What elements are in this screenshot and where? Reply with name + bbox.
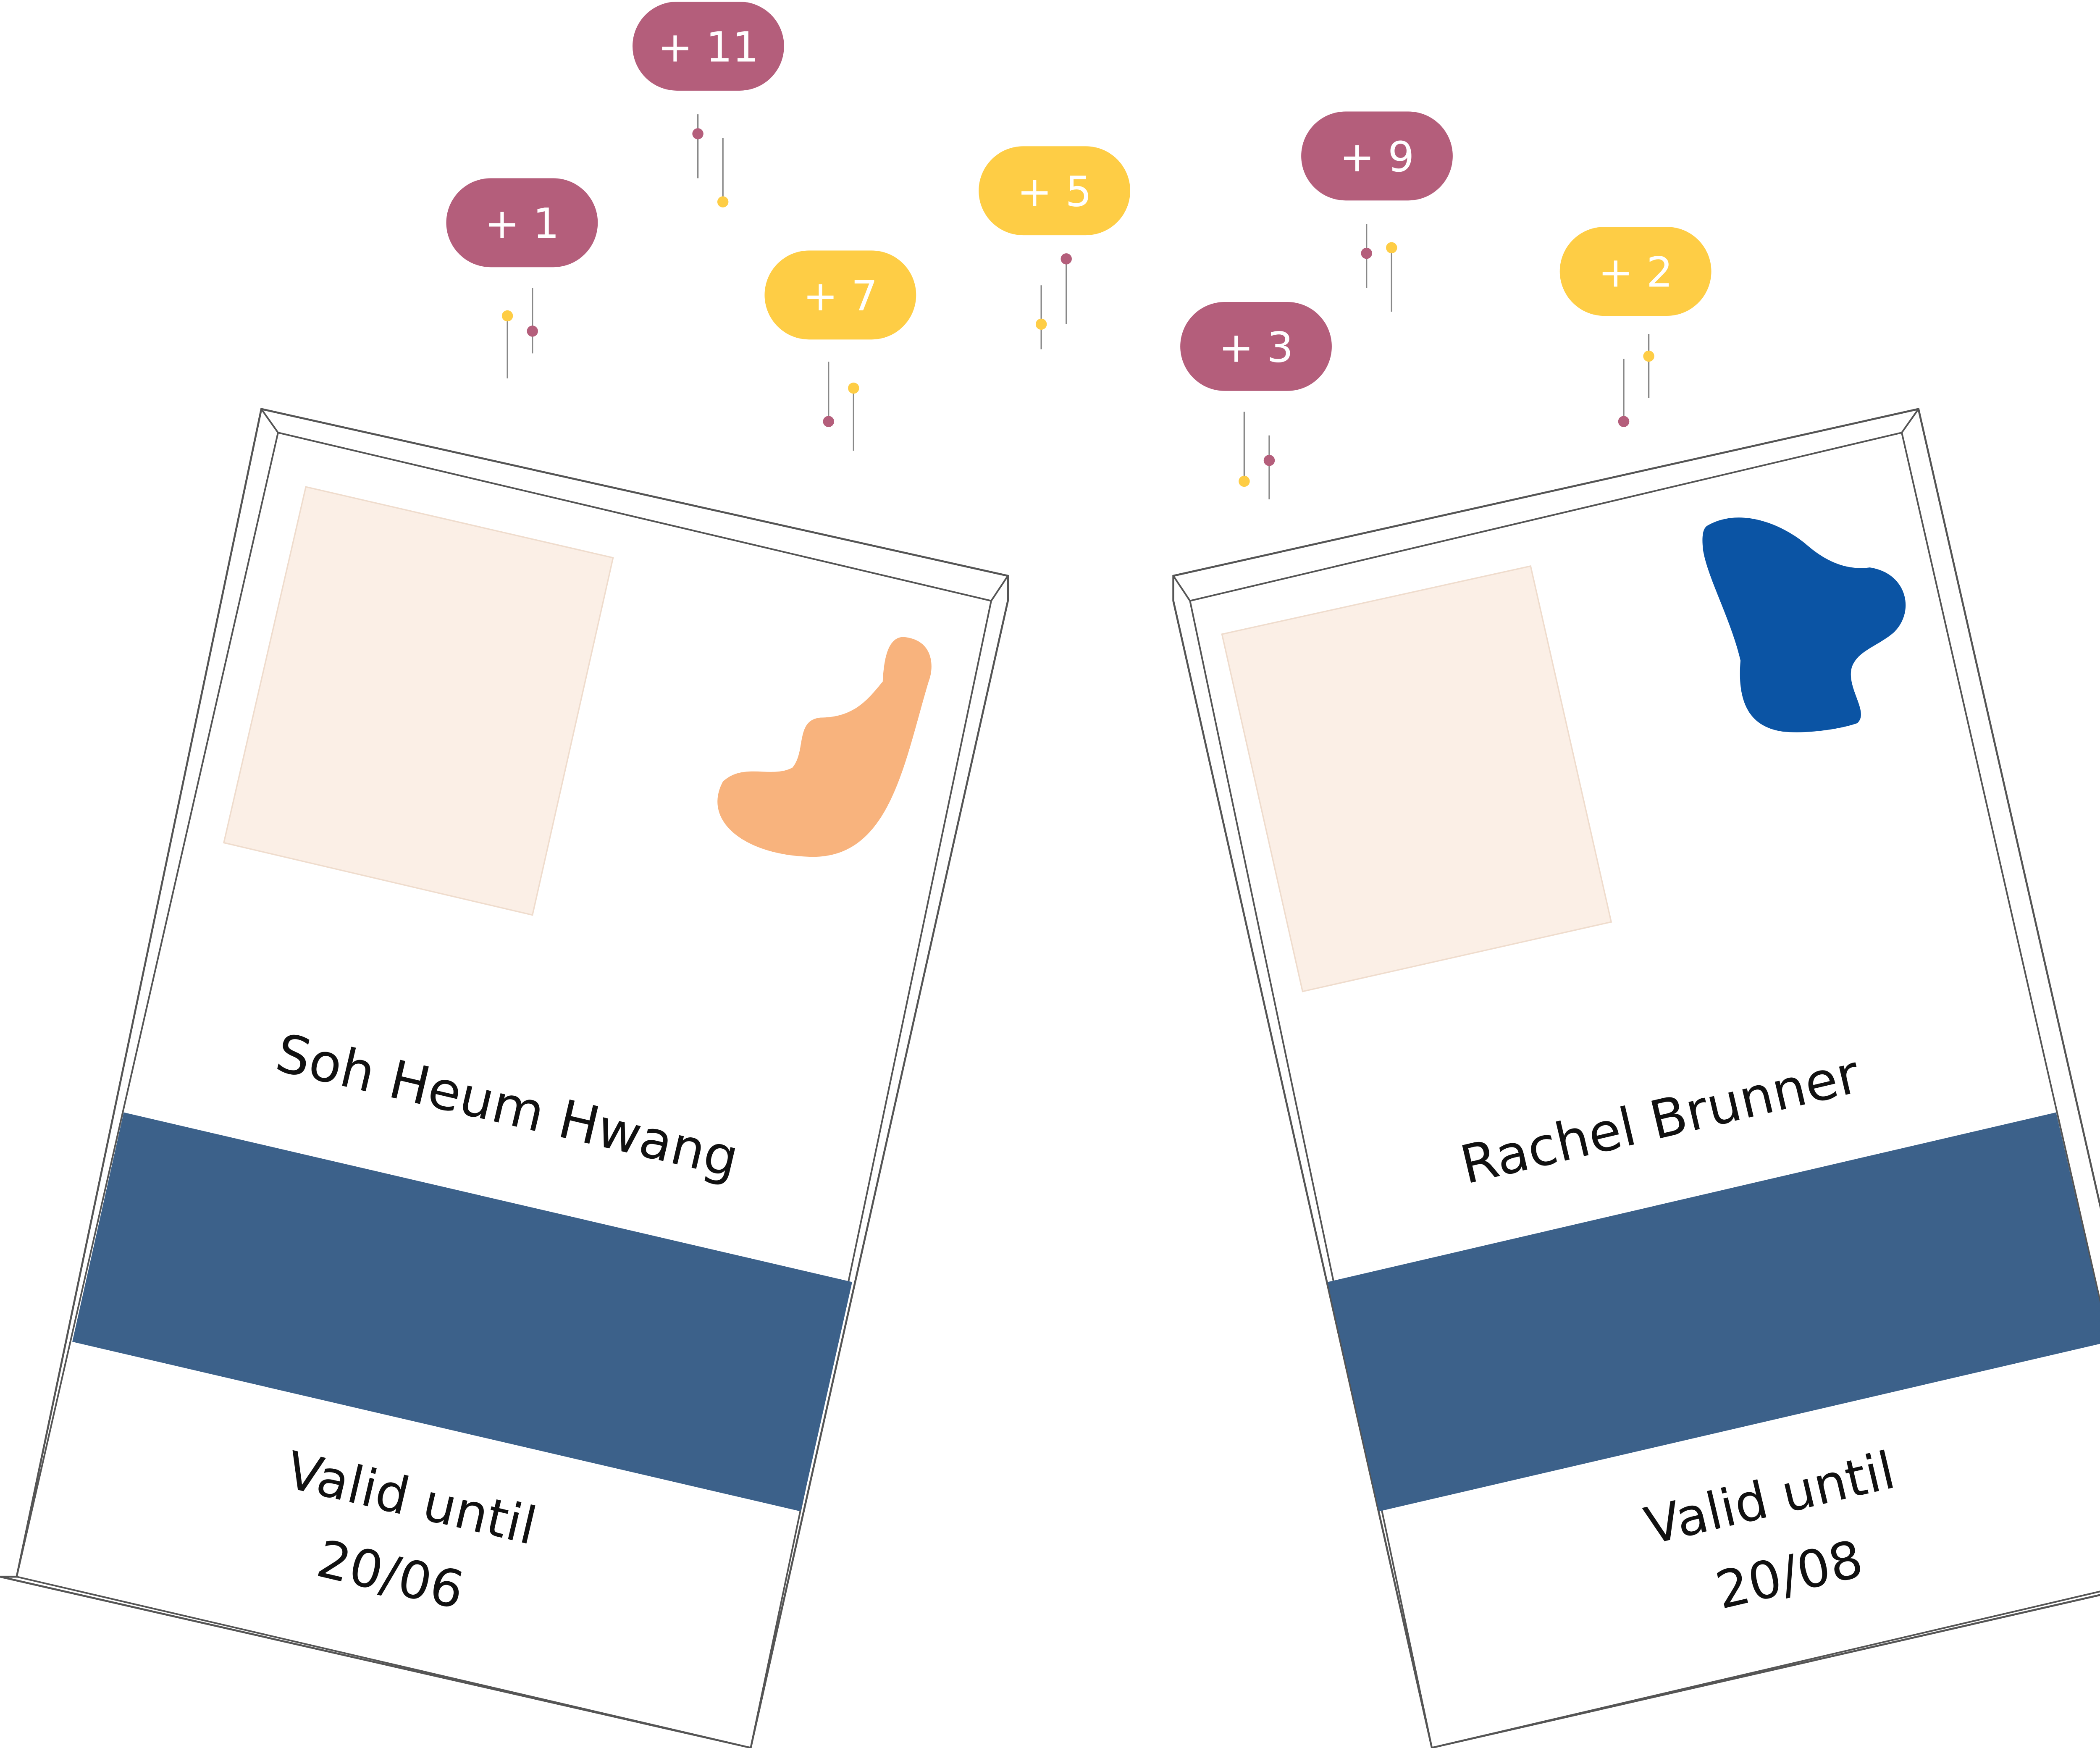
badge-label: + 3 (1219, 323, 1294, 372)
card-right-photo (1221, 565, 1612, 992)
badge-plus-5: + 5 (979, 146, 1130, 349)
badge-plus-3: + 3 (1180, 302, 1332, 499)
blue-blob-icon (1702, 517, 1906, 732)
badge-label: + 2 (1598, 249, 1673, 297)
card-left-band (72, 1112, 852, 1512)
card-left-photo (223, 486, 614, 916)
orange-blob-icon (717, 637, 932, 857)
badge-plus-2: + 2 (1559, 227, 1712, 427)
badge-plus-7: + 7 (764, 250, 916, 451)
badge-label: + 11 (658, 23, 759, 71)
badge-label: + 9 (1340, 133, 1415, 181)
badge-plus-9: + 9 (1301, 111, 1453, 312)
badge-label: + 5 (1017, 168, 1092, 216)
badge-label: + 1 (485, 200, 559, 248)
card-right-band (1328, 1112, 2100, 1512)
id-card-left: Soh Heum Hwang Valid until 20/06 (0, 408, 1009, 1748)
badge-label: + 7 (803, 272, 878, 320)
badge-plus-1: + 1 (446, 178, 598, 379)
badge-plus-11: + 11 (633, 2, 784, 207)
id-card-right: Rachel Brunner Valid until 20/08 (1172, 408, 2100, 1748)
